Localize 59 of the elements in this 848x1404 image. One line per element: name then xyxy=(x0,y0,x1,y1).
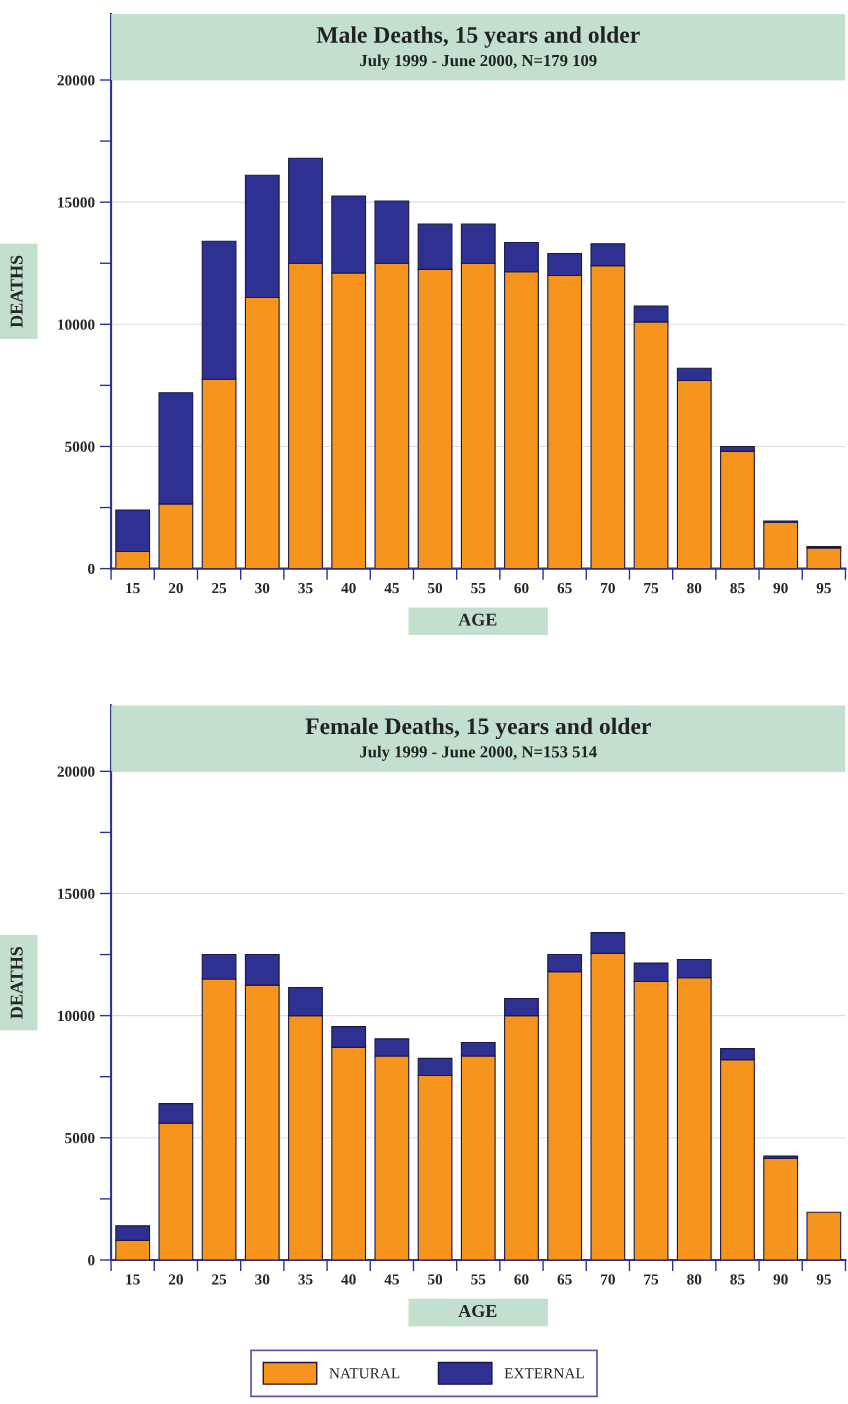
x-tick-label: 35 xyxy=(298,582,313,594)
y-tick-label: 20000 xyxy=(57,766,95,777)
chart-title: Female Deaths, 15 years and older xyxy=(305,717,651,740)
x-tick-label: 80 xyxy=(687,1274,702,1285)
y-tick-label: 0 xyxy=(88,563,95,575)
x-tick-label: 30 xyxy=(255,1274,270,1285)
x-tick-label: 55 xyxy=(471,1274,486,1285)
x-tick-label: 95 xyxy=(816,1274,831,1285)
text: July 1999 - June 2000, N=179 109 xyxy=(360,54,597,70)
x-tick-label: 20 xyxy=(168,582,183,594)
x-tick-label: 60 xyxy=(514,582,529,594)
x-tick-label: 45 xyxy=(384,1274,399,1285)
x-tick-label: 65 xyxy=(557,1274,572,1285)
x-tick-label: 70 xyxy=(601,1274,615,1285)
x-tick-label: 50 xyxy=(428,582,443,594)
y-tick-label: 20000 xyxy=(57,75,95,86)
x-axis-title: AGE xyxy=(458,1304,497,1318)
legend-label: EXTERNAL xyxy=(504,1368,584,1379)
y-tick-label: 0 xyxy=(88,1255,95,1266)
x-tick-label: 80 xyxy=(687,582,702,594)
y-tick-label: 5000 xyxy=(65,441,95,452)
y-tick-label: 5000 xyxy=(65,1132,95,1144)
x-tick-label: 50 xyxy=(428,1274,443,1285)
x-tick-label: 60 xyxy=(514,1274,529,1285)
x-tick-label: 95 xyxy=(816,582,831,594)
bar xyxy=(763,521,799,569)
y-tick-label: 15000 xyxy=(58,197,95,208)
text: July 1999 - June 2000, N=153 514 xyxy=(360,745,597,761)
y-tick-label: 10000 xyxy=(58,1010,95,1022)
x-tick-label: 40 xyxy=(341,1274,356,1285)
x-tick-label: 15 xyxy=(126,1274,140,1285)
x-tick-label: 90 xyxy=(773,582,788,594)
x-tick-label: 55 xyxy=(471,583,486,594)
x-tick-label: 85 xyxy=(730,582,745,594)
x-tick-label: 75 xyxy=(644,1274,659,1285)
bar xyxy=(806,1211,842,1260)
legend-label: NATURAL xyxy=(329,1368,400,1379)
chart-title: Male Deaths, 15 years and older xyxy=(316,26,640,48)
x-tick-label: 25 xyxy=(212,1274,227,1285)
x-tick-label: 15 xyxy=(126,583,140,594)
x-tick-label: 85 xyxy=(730,1274,745,1285)
x-tick-label: 20 xyxy=(168,1274,183,1285)
x-tick-label: 65 xyxy=(557,582,572,594)
y-axis-title: DEATHS xyxy=(10,946,23,1019)
bar xyxy=(806,547,842,569)
y-tick-label: 10000 xyxy=(58,319,95,330)
y-tick-label: 15000 xyxy=(58,888,95,899)
bar xyxy=(720,450,755,569)
x-tick-label: 30 xyxy=(255,582,270,594)
y-axis-title: DEATHS xyxy=(10,255,23,328)
bar xyxy=(763,1158,799,1260)
x-tick-label: 75 xyxy=(644,583,659,594)
x-tick-label: 35 xyxy=(298,1274,313,1285)
x-tick-label: 70 xyxy=(601,582,615,594)
x-axis-title: AGE xyxy=(458,613,497,626)
x-tick-label: 40 xyxy=(341,582,356,594)
x-tick-label: 25 xyxy=(212,582,227,594)
x-tick-label: 45 xyxy=(384,583,399,594)
x-tick-label: 90 xyxy=(773,1274,788,1285)
